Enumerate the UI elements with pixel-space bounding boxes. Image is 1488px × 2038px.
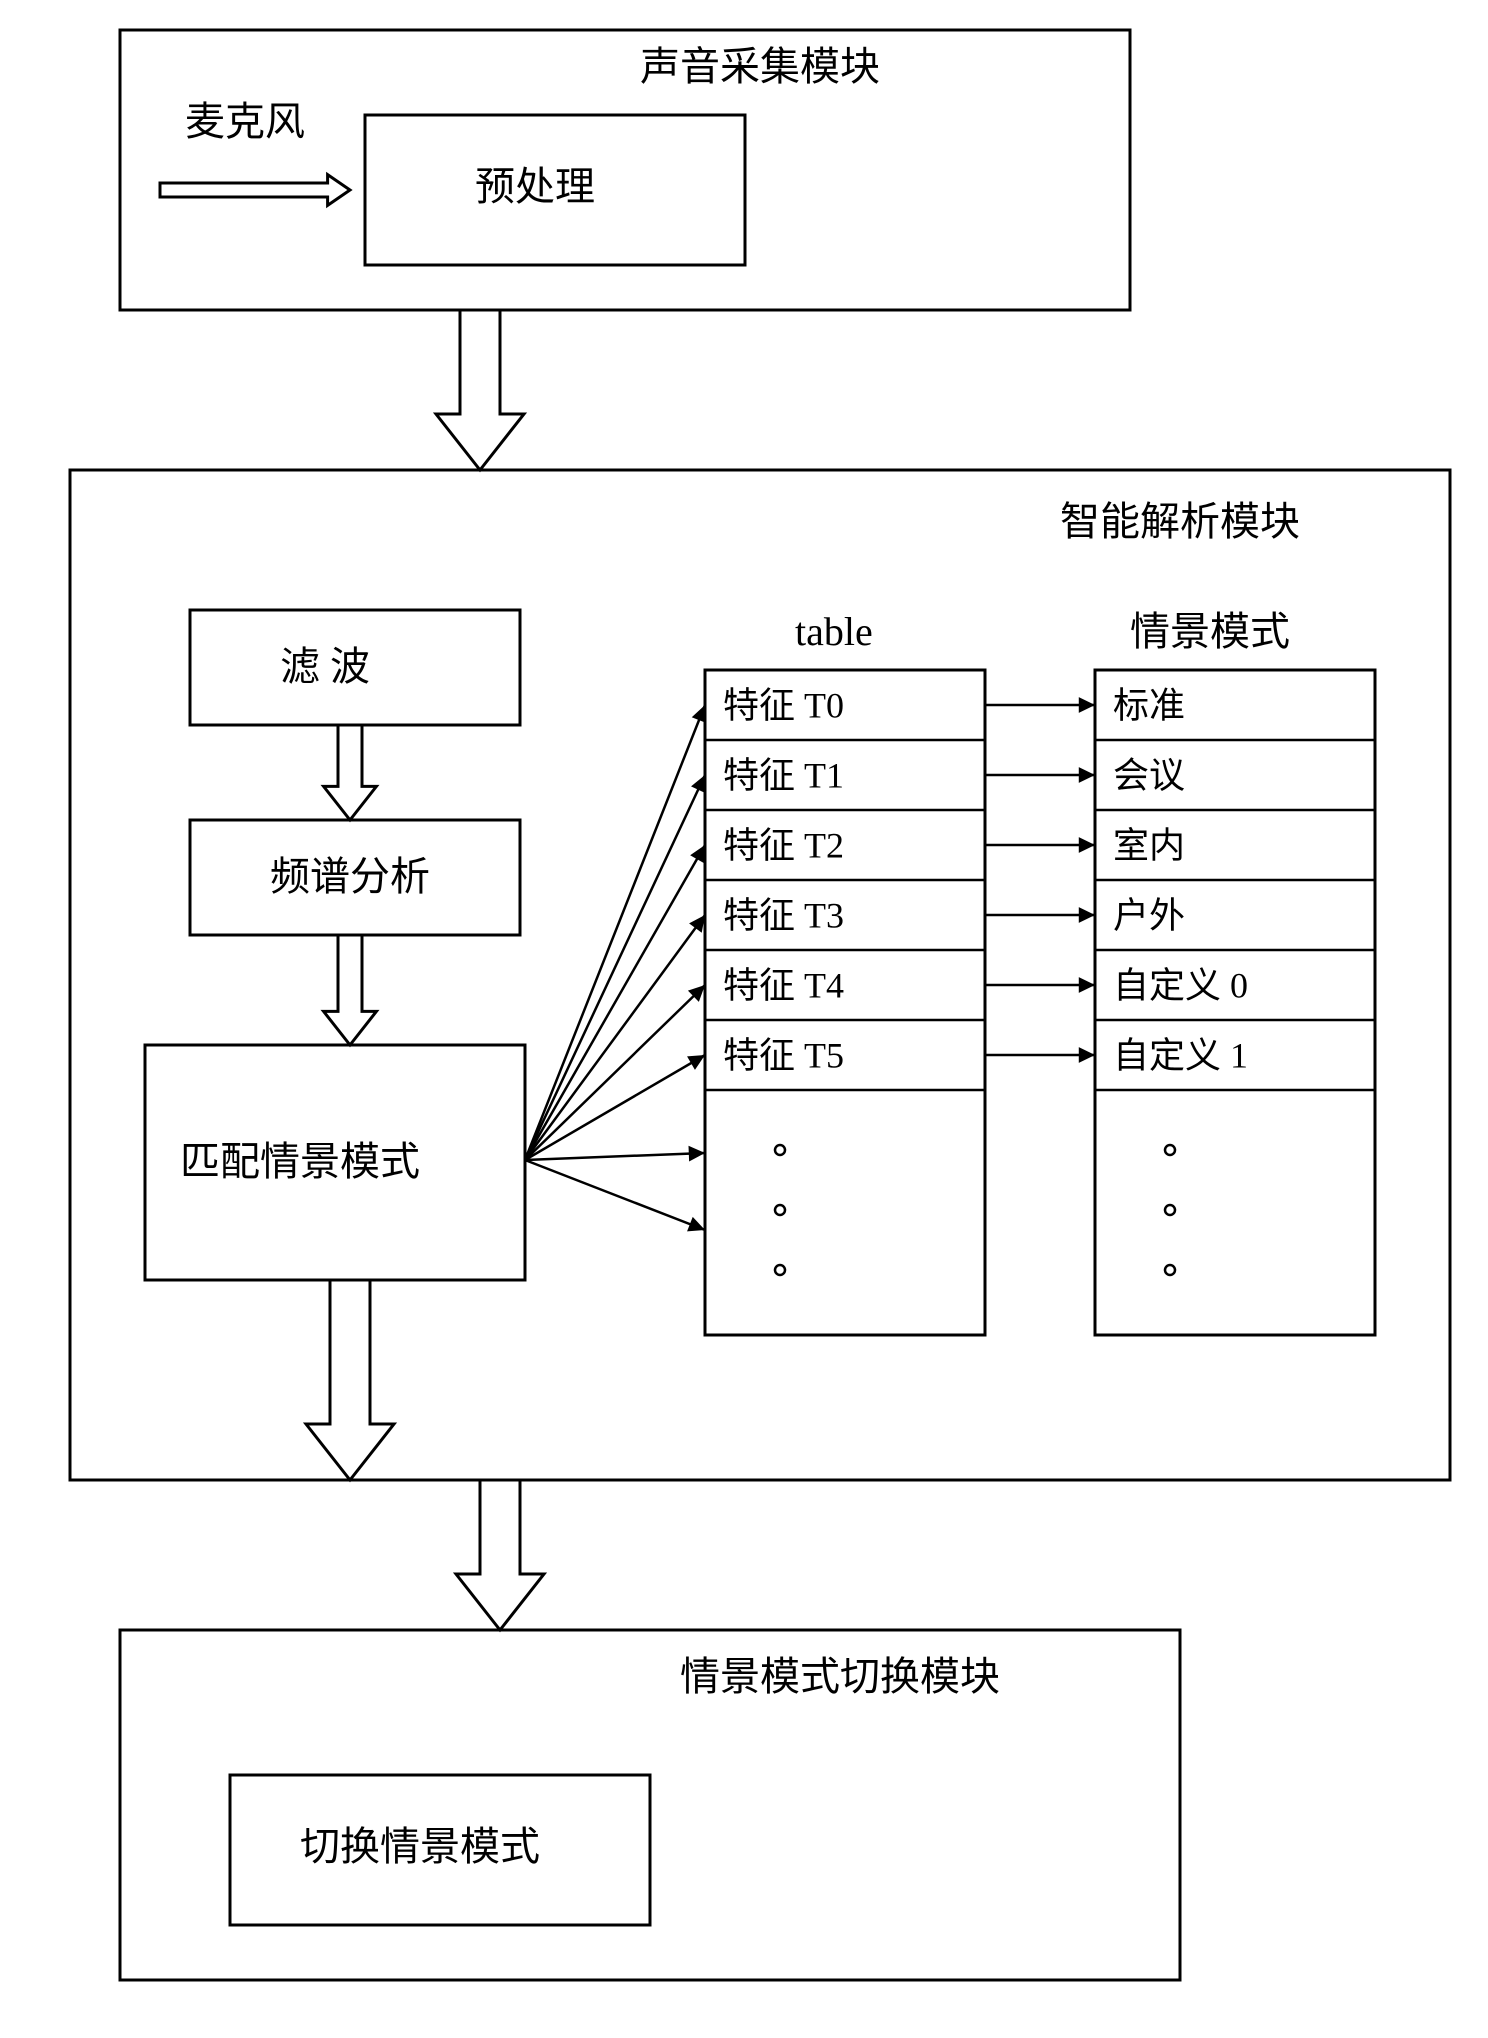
- mode-table-cell: 自定义 0: [1113, 966, 1248, 1006]
- match-label: 匹配情景模式: [180, 1139, 420, 1184]
- mode-table-cell: 室内: [1113, 826, 1185, 866]
- feature-table-header: table: [795, 609, 873, 654]
- module2-title: 智能解析模块: [1060, 499, 1300, 544]
- preprocess-label: 预处理: [475, 164, 595, 209]
- mode-table-header: 情景模式: [1130, 609, 1290, 654]
- mode-table-cell: 标准: [1113, 686, 1185, 726]
- feature-table-cell: 特征 T0: [723, 686, 844, 726]
- feature-table-cell: 特征 T2: [723, 826, 844, 866]
- mode-table-cell: 自定义 1: [1113, 1036, 1248, 1076]
- switch-mode-label: 切换情景模式: [300, 1824, 540, 1869]
- feature-table-cell: 特征 T3: [723, 896, 844, 936]
- filter-label: 滤 波: [280, 644, 370, 689]
- feature-table-cell: 特征 T5: [723, 1036, 844, 1076]
- module3-title: 情景模式切换模块: [680, 1654, 1000, 1699]
- feature-table-cell: 特征 T4: [723, 966, 844, 1006]
- mode-table-cell: 户外: [1113, 896, 1185, 936]
- spectrum-label: 频谱分析: [270, 854, 430, 899]
- microphone-label: 麦克风: [185, 99, 305, 144]
- module1-title: 声音采集模块: [640, 44, 880, 89]
- flowchart-diagram: 声音采集模块麦克风预处理智能解析模块滤 波频谱分析匹配情景模式 table 特征 T…: [0, 0, 1488, 2038]
- mode-table-cell: 会议: [1113, 756, 1185, 796]
- feature-table-cell: 特征 T1: [723, 756, 844, 796]
